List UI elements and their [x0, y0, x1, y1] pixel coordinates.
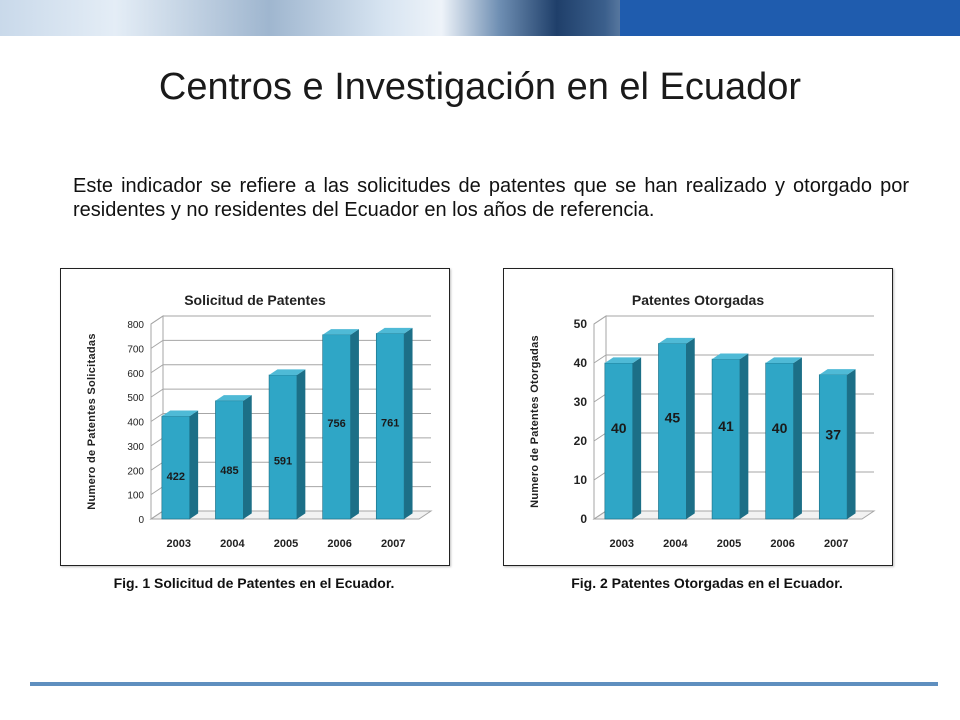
y-axis-label: Numero de Patentes Otorgadas: [529, 335, 541, 508]
bar-side-2006: [793, 357, 802, 519]
y-tick-label: 30: [574, 395, 588, 409]
chart-otorgadas-frame: Patentes Otorgadas Numero de Patentes Oto…: [503, 268, 893, 566]
bar-2003: [604, 362, 634, 520]
x-tick-label: 2006: [327, 538, 351, 550]
data-label: 41: [718, 418, 734, 434]
x-tick-label: 2005: [274, 538, 298, 550]
bar-2004: [658, 343, 687, 520]
figure-caption-2: Fig. 2 Patentes Otorgadas en el Ecuador.: [571, 575, 843, 591]
bar-top-2007: [819, 369, 856, 375]
y-tick-label: 700: [127, 344, 144, 355]
footer-rule: [30, 682, 938, 686]
chart-solicitud-patentes: Solicitud de Patentes Numero de Patentes …: [86, 292, 433, 550]
chart-patentes-otorgadas: Patentes Otorgadas Numero de Patentes Oto…: [529, 292, 876, 550]
bar-side-2003: [632, 357, 642, 519]
x-tick-label: 2004: [663, 538, 688, 550]
data-label: 45: [665, 409, 681, 425]
header-banner-accent: [620, 0, 960, 36]
gridline: [593, 354, 874, 364]
data-label: 591: [274, 455, 292, 467]
data-label: 422: [167, 471, 185, 483]
data-label: 761: [381, 417, 399, 429]
bar-side-2007: [847, 369, 856, 519]
data-label: 40: [772, 420, 788, 436]
x-tick-label: 2005: [717, 538, 741, 550]
bar-2005: [268, 374, 298, 520]
y-tick-label: 300: [127, 442, 144, 453]
bar-top-2003: [161, 410, 199, 417]
bar-top-2005: [269, 369, 306, 375]
figure-caption-1: Fig. 1 Solicitud de Patentes en el Ecuad…: [113, 575, 395, 591]
x-tick-label: 2007: [381, 538, 405, 550]
bar-top-2006: [765, 357, 802, 363]
chart-title: Patentes Otorgadas: [632, 292, 764, 308]
y-tick-label: 50: [574, 317, 588, 331]
gridline: [150, 315, 431, 325]
chart-solicitud-frame: Solicitud de Patentes Numero de Patentes …: [60, 268, 450, 566]
bar-side-2004: [243, 395, 252, 519]
chart-wall: [593, 315, 607, 520]
data-label: 37: [825, 427, 841, 443]
bar-top-2007: [376, 327, 413, 334]
bar-side-2005: [739, 353, 749, 519]
bar-top-2004: [658, 337, 695, 344]
bar-2007: [375, 333, 405, 520]
y-tick-label: 500: [127, 393, 144, 404]
bar-2006: [765, 362, 794, 520]
data-label: 485: [220, 465, 238, 477]
x-tick-label: 2003: [167, 538, 191, 550]
x-tick-label: 2003: [610, 538, 634, 550]
bar-top-2004: [215, 395, 252, 401]
x-tick-label: 2007: [824, 538, 848, 550]
bar-side-2005: [296, 369, 306, 519]
bar-top-2006: [322, 329, 359, 335]
bar-2004: [215, 400, 244, 520]
bar-side-2004: [686, 337, 695, 519]
bar-2003: [161, 415, 191, 520]
bar-side-2006: [350, 329, 359, 519]
y-tick-label: 800: [127, 320, 144, 331]
y-tick-label: 0: [580, 512, 587, 526]
y-tick-label: 10: [574, 473, 588, 487]
bar-2006: [322, 334, 351, 520]
bar-2007: [818, 374, 848, 520]
y-tick-label: 400: [127, 418, 144, 429]
chart-title: Solicitud de Patentes: [184, 292, 326, 308]
y-tick-label: 200: [127, 466, 144, 477]
bar-top-2003: [604, 357, 642, 363]
y-axis-label: Numero de Patentes Solicitadas: [86, 333, 98, 510]
y-tick-label: 600: [127, 369, 144, 380]
intro-paragraph: Este indicador se refiere a las solicitu…: [73, 175, 909, 221]
y-tick-label: 40: [574, 356, 588, 370]
bar-2005: [711, 358, 741, 520]
y-tick-label: 20: [574, 434, 588, 448]
gridline: [593, 315, 874, 325]
slide-title: Centros e Investigación en el Ecuador: [158, 66, 802, 108]
bar-side-2007: [404, 327, 413, 519]
x-tick-label: 2004: [220, 538, 245, 550]
data-label: 756: [327, 418, 345, 430]
x-tick-label: 2006: [770, 538, 794, 550]
y-tick-label: 0: [138, 515, 144, 526]
bar-side-2003: [189, 410, 199, 519]
y-tick-label: 100: [127, 491, 144, 502]
data-label: 40: [611, 420, 627, 436]
bar-top-2005: [712, 353, 749, 360]
